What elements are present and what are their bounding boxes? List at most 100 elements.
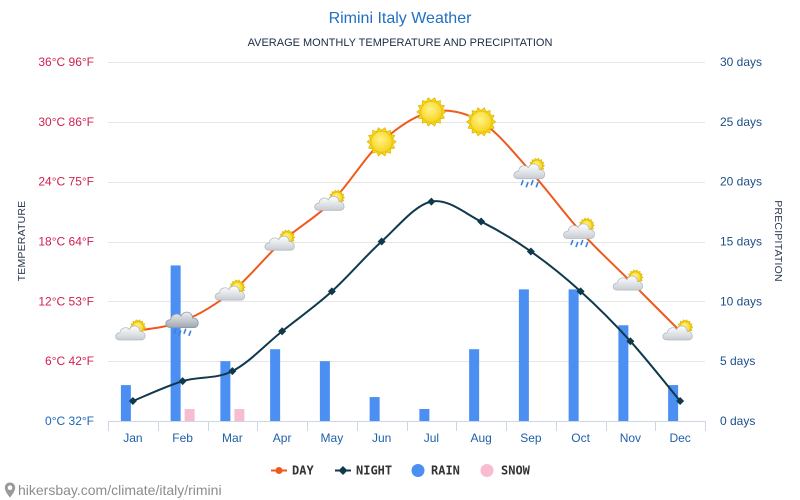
raindrop [178, 330, 182, 337]
night-marker-sep [526, 247, 535, 256]
month-label-aug: Aug [470, 431, 491, 445]
cloud-shape [214, 285, 245, 301]
night-marker-jun [377, 237, 386, 246]
rain-icon [165, 311, 199, 337]
partly-cloudy-icon [662, 319, 694, 341]
x-axis: Jan Feb Mar Apr May Jun Jul Aug Sep Oct Nov Dec [108, 421, 706, 445]
precipitation-bars [120, 265, 679, 421]
snow-bar-mar [234, 409, 245, 421]
temperature-lines [128, 109, 685, 406]
sunny-icon [466, 107, 497, 137]
raindrop [535, 181, 539, 188]
sun-disc [370, 130, 393, 153]
legend-rain-swatch [411, 464, 425, 477]
raindrop [575, 241, 579, 248]
raindrop [585, 241, 589, 248]
left-tick-label: 0°C 32°F [45, 414, 94, 428]
partly-cloudy-icon [264, 229, 296, 251]
partly-cloudy-icon [314, 189, 346, 211]
left-axis-ticks: 0°C 32°F 6°C 42°F 12°C 53°F 18°C 64°F 24°C 7… [38, 55, 94, 428]
rain-bar-mar [220, 361, 231, 421]
rain-bar-oct [568, 289, 579, 421]
rain-bar-jan [120, 385, 131, 421]
pin-shape [4, 482, 16, 497]
legend-item-rain[interactable]: RAIN [411, 464, 460, 478]
legend-item-night[interactable]: NIGHT [335, 464, 392, 478]
cloud-shape [513, 163, 546, 180]
legend-label-day: DAY [292, 464, 314, 478]
partly-cloudy-icon [115, 319, 147, 341]
right-tick-label: 25 days [720, 115, 762, 129]
left-tick-label: 6°C 42°F [45, 354, 94, 368]
right-tick-label: 5 days [720, 354, 755, 368]
partly-cloudy-icon [612, 269, 644, 291]
legend-item-day[interactable]: DAY [271, 464, 314, 478]
weather-icons [115, 97, 694, 341]
night-marker-aug [477, 217, 486, 226]
sunny-icon [416, 97, 447, 127]
night-marker-nov [626, 337, 635, 346]
left-tick-label: 24°C 75°F [38, 175, 94, 189]
rain-bar-sep [518, 289, 529, 421]
left-tick-label: 30°C 86°F [38, 115, 94, 129]
night-marker-jul [427, 197, 436, 206]
month-label-dec: Dec [669, 431, 690, 445]
left-tick-label: 18°C 64°F [38, 235, 94, 249]
month-label-apr: Apr [273, 431, 292, 445]
partly-cloudy-icon [214, 279, 246, 301]
left-tick-label: 12°C 53°F [38, 294, 94, 308]
raindrop [188, 330, 192, 337]
right-tick-label: 30 days [720, 55, 762, 69]
chart-subtitle: AVERAGE MONTHLY TEMPERATURE AND PRECIPIT… [248, 37, 553, 49]
month-label-jul: Jul [424, 431, 439, 445]
cloud-shape [662, 325, 693, 341]
legend-snow-swatch [480, 464, 494, 477]
legend-label-night: NIGHT [356, 464, 392, 478]
sun-shape [366, 127, 397, 157]
sun-disc [470, 110, 492, 133]
night-marker-oct [576, 287, 585, 296]
snow-bar-feb [184, 409, 195, 421]
partly-cloudy-rain-icon [513, 157, 546, 188]
location-pin-icon [4, 482, 16, 497]
watermark-text: hikersbay.com/climate/italy/rimini [18, 481, 222, 498]
cloud-shape [612, 275, 643, 291]
cloud-shape [165, 311, 199, 328]
left-axis-title: TEMPERATURE [16, 201, 28, 282]
month-label-oct: Oct [571, 431, 590, 445]
night-marker-jan [128, 397, 137, 406]
month-label-nov: Nov [620, 431, 641, 445]
month-label-sep: Sep [520, 431, 542, 445]
partly-cloudy-rain-icon [563, 217, 595, 248]
night-marker-dec [676, 397, 685, 406]
right-tick-label: 10 days [720, 294, 762, 308]
month-label-jun: Jun [372, 431, 391, 445]
cloud-shape [264, 235, 295, 251]
legend-label-snow: SNOW [501, 464, 531, 478]
rain-bar-apr [270, 349, 281, 421]
raindrop [570, 239, 574, 246]
rain-bar-jun [369, 397, 380, 421]
legend-night-marker [338, 466, 348, 475]
rain-bar-aug [469, 349, 480, 421]
raindrop [183, 328, 187, 335]
night-marker-feb [178, 377, 187, 386]
legend-item-snow[interactable]: SNOW [480, 464, 531, 478]
right-tick-label: 15 days [720, 235, 762, 249]
right-axis-ticks: 0 days 5 days 10 days 15 days 20 days 25 days… [720, 55, 762, 428]
month-label-may: May [321, 431, 344, 445]
rain-bar-jul [419, 409, 430, 421]
cloud-shape [563, 223, 595, 239]
cloud-shape [115, 325, 146, 341]
legend-label-rain: RAIN [431, 464, 460, 478]
rain-bar-may [319, 361, 330, 421]
sun-shape [466, 107, 497, 137]
left-tick-label: 36°C 96°F [38, 55, 94, 69]
raindrop [173, 328, 177, 335]
gridlines [108, 62, 705, 362]
sunny-icon [366, 127, 397, 157]
night-marker-apr [278, 327, 287, 336]
legend-day-marker [275, 467, 283, 474]
rain-bar-feb [170, 265, 181, 421]
